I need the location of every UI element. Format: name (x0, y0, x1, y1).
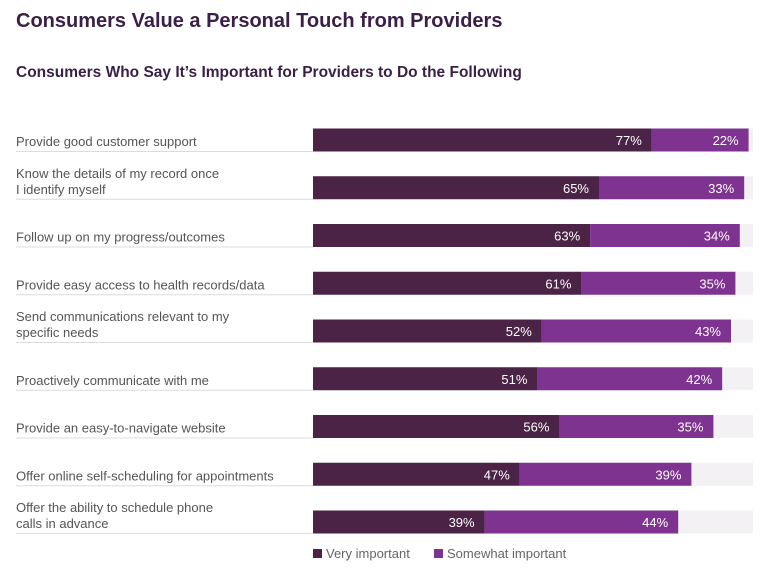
data-label: 22% (713, 133, 739, 148)
legend-label-somewhat-important: Somewhat important (447, 546, 567, 561)
bar-segment-somewhat-important (651, 128, 749, 152)
bar-segment-very-important (313, 319, 542, 343)
data-label: 77% (616, 133, 642, 148)
legend-swatch-very-important (313, 549, 322, 558)
category-label: Provide good customer support (16, 134, 197, 149)
category-label: Offer the ability to schedule phone calls… (16, 500, 213, 531)
bar-segment-very-important (313, 128, 652, 152)
category-label: Provide an easy-to-navigate website (16, 421, 226, 436)
chart-title: Consumers Value a Personal Touch from Pr… (16, 10, 503, 32)
data-label: 51% (501, 372, 527, 387)
data-label: 61% (545, 276, 571, 291)
data-label: 52% (506, 324, 532, 339)
legend-swatch-somewhat-important (434, 549, 443, 558)
data-label: 39% (655, 467, 681, 482)
data-label: 35% (677, 420, 703, 435)
data-label: 43% (695, 324, 721, 339)
category-label: Offer online self-scheduling for appoint… (16, 468, 274, 483)
bar-segment-somewhat-important (581, 271, 736, 295)
data-label: 44% (642, 515, 668, 530)
bar-segment-somewhat-important (559, 415, 714, 438)
bar-segment-very-important (313, 510, 485, 534)
bar-segment-very-important (313, 224, 591, 247)
data-label: 35% (699, 276, 725, 291)
data-label: 63% (554, 229, 580, 244)
category-label: Proactively communicate with me (16, 373, 209, 388)
data-label: 47% (484, 467, 510, 482)
bar-segment-somewhat-important (537, 367, 723, 391)
chart-subtitle: Consumers Who Say It’s Important for Pro… (16, 64, 522, 81)
data-label: 65% (563, 181, 589, 196)
data-label: 42% (686, 372, 712, 387)
bar-segment-somewhat-important (599, 176, 745, 200)
bar-segment-somewhat-important (590, 224, 740, 247)
data-label: 56% (523, 420, 549, 435)
bar-segment-very-important (313, 176, 599, 200)
bar-segment-very-important (313, 271, 582, 295)
bar-segment-somewhat-important (484, 510, 679, 534)
category-label: Know the details of my record once I iden… (16, 166, 219, 197)
legend-label-very-important: Very important (326, 546, 410, 561)
bar-segment-very-important (313, 462, 520, 486)
category-label: Follow up on my progress/outcomes (16, 230, 225, 245)
category-label: Send communications relevant to my specif… (16, 309, 230, 340)
bar-segment-very-important (313, 367, 538, 391)
data-label: 33% (708, 181, 734, 196)
bar-segment-somewhat-important (541, 319, 731, 343)
category-label: Provide easy access to health records/da… (16, 277, 265, 292)
bar-segment-somewhat-important (519, 462, 692, 486)
bar-segment-very-important (313, 415, 560, 438)
data-label: 34% (704, 229, 730, 244)
data-label: 39% (449, 515, 475, 530)
